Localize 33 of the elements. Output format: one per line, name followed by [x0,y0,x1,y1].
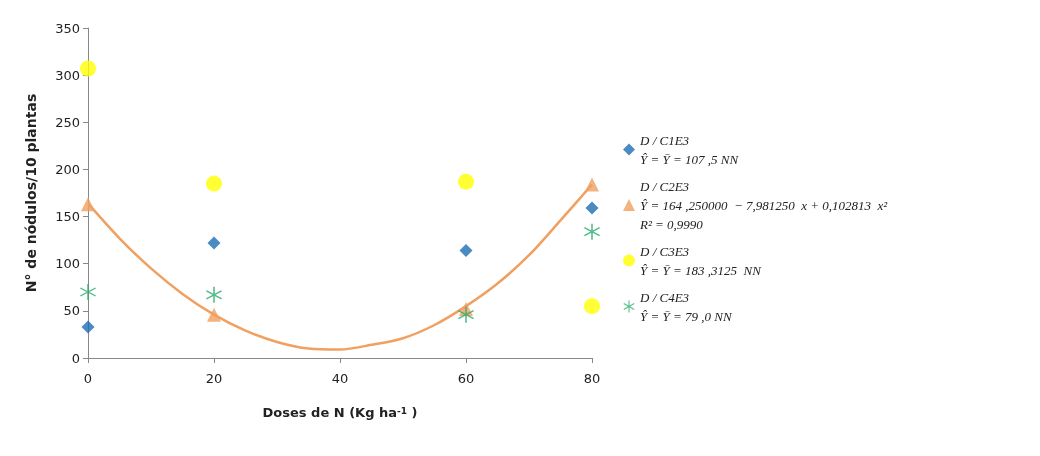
y-tick-label: 200 [55,161,80,177]
point [584,223,600,240]
x-tick-label: 40 [331,371,349,386]
point [458,306,474,323]
y-tick-label: 0 [71,350,80,366]
y-axis-title: N° de nódulos/10 plantas [23,93,39,293]
y-tick-label: 50 [63,303,80,319]
x-tick-label: 20 [205,371,223,386]
y-tick-label: 100 [55,256,80,272]
point [585,177,599,192]
point [81,320,95,334]
y-tick-label: 250 [55,114,80,130]
point [80,60,96,77]
point [81,197,95,212]
point [458,173,474,190]
x-tick-label: 0 [83,371,93,386]
point [459,244,473,258]
point [206,286,222,303]
y-tick-label: 350 [55,20,80,36]
point [585,201,599,215]
x-tick-label: 80 [583,371,601,386]
point [80,284,96,300]
point [584,298,600,315]
y-tick-label: 300 [55,67,80,83]
legend-label: D / C2E3 Ŷ = 164 ,250000 − 7,981250 x + 0,102813 x² R² = 0,9990 [639,178,889,232]
legend-label: D / C3E3 Ŷ = Ȳ = 183 ,3125 NN [639,243,763,278]
x-tick-label: 60 [457,371,475,386]
legend-label: D / C4E3 Ŷ = Ȳ = 79 ,0 NN [639,289,733,324]
legend-label: D / C1E3 Ŷ = Ȳ = 107 ,5 NN [639,132,740,167]
y-tick-label: 150 [55,209,80,225]
point [207,236,221,250]
point [207,307,221,322]
point [206,175,222,192]
